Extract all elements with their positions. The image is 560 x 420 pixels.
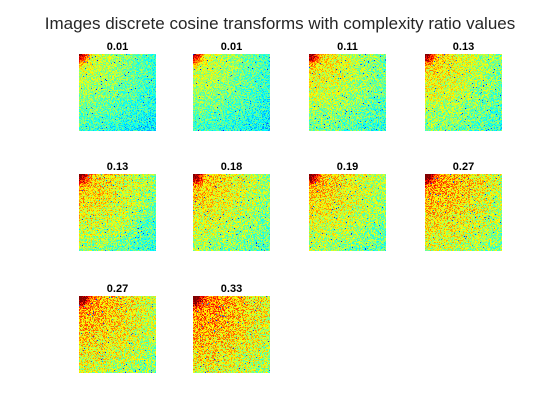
dct-panel: 0.33 — [193, 282, 270, 373]
dct-panel: 0.19 — [309, 160, 386, 251]
panel-ratio-label: 0.33 — [220, 283, 243, 295]
dct-image — [193, 174, 270, 251]
dct-panel: 0.27 — [425, 160, 502, 251]
panel-ratio-label: 0.13 — [106, 161, 129, 173]
dct-image — [425, 54, 502, 131]
dct-panel: 0.01 — [193, 40, 270, 131]
dct-image — [79, 54, 156, 131]
panel-ratio-label: 0.13 — [452, 41, 475, 53]
dct-panel: 0.13 — [425, 40, 502, 131]
dct-panel: 0.01 — [79, 40, 156, 131]
dct-image — [309, 54, 386, 131]
dct-panel: 0.18 — [193, 160, 270, 251]
panel-ratio-label: 0.11 — [337, 41, 358, 53]
dct-image — [193, 54, 270, 131]
dct-panel: 0.13 — [79, 160, 156, 251]
panel-ratio-label: 0.27 — [106, 283, 129, 295]
dct-panel: 0.11 — [309, 40, 386, 131]
dct-panel: 0.27 — [79, 282, 156, 373]
dct-image — [425, 174, 502, 251]
dct-image — [79, 174, 156, 251]
panel-ratio-label: 0.01 — [106, 41, 129, 53]
panel-ratio-label: 0.18 — [220, 161, 243, 173]
panel-ratio-label: 0.19 — [336, 161, 359, 173]
dct-image — [309, 174, 386, 251]
dct-image — [193, 296, 270, 373]
dct-image — [79, 296, 156, 373]
panel-ratio-label: 0.27 — [452, 161, 475, 173]
figure-title: Images discrete cosine transforms with c… — [44, 14, 516, 33]
panel-ratio-label: 0.01 — [220, 41, 243, 53]
